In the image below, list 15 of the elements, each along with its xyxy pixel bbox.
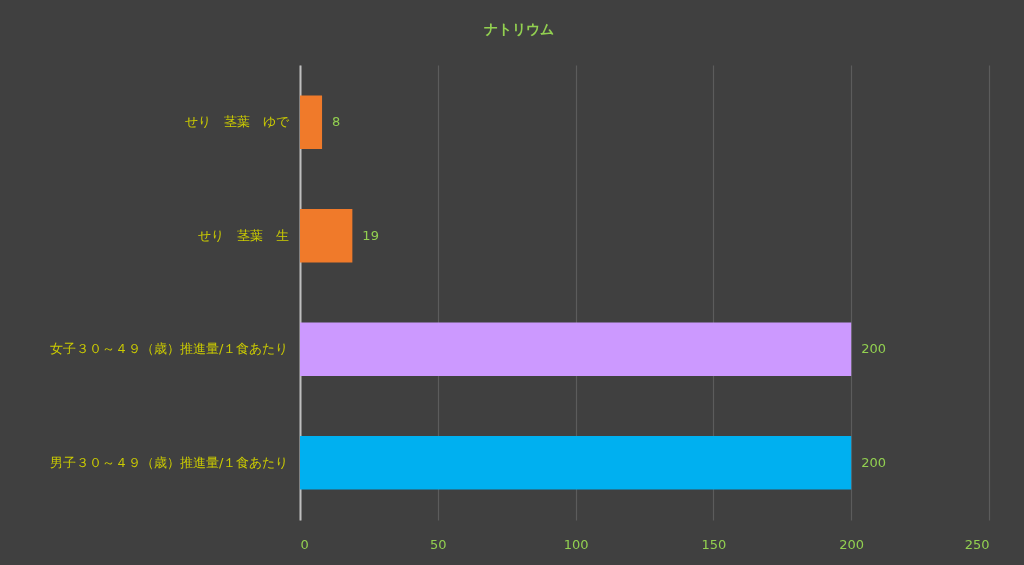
x-tick-label: 200 bbox=[839, 536, 865, 552]
data-label: 200 bbox=[861, 454, 887, 470]
x-tick-label: 0 bbox=[300, 536, 309, 552]
x-tick-label: 150 bbox=[701, 536, 727, 552]
y-tick-label: 女子３０～４９（歳）推進量/１食あたり bbox=[50, 341, 289, 357]
chart-title: ナトリウム bbox=[484, 21, 555, 37]
data-label: 19 bbox=[362, 227, 379, 243]
data-label: 8 bbox=[332, 114, 341, 130]
y-tick-label: せり 茎葉 ゆで bbox=[184, 114, 290, 130]
x-tick-label: 250 bbox=[964, 536, 990, 552]
y-tick-label: せり 茎葉 生 bbox=[197, 227, 289, 243]
x-tick-label: 50 bbox=[430, 536, 447, 552]
x-tick-label: 100 bbox=[563, 536, 589, 552]
data-label: 200 bbox=[861, 341, 887, 357]
y-tick-label: 男子３０～４９（歳）推進量/１食あたり bbox=[50, 454, 289, 470]
